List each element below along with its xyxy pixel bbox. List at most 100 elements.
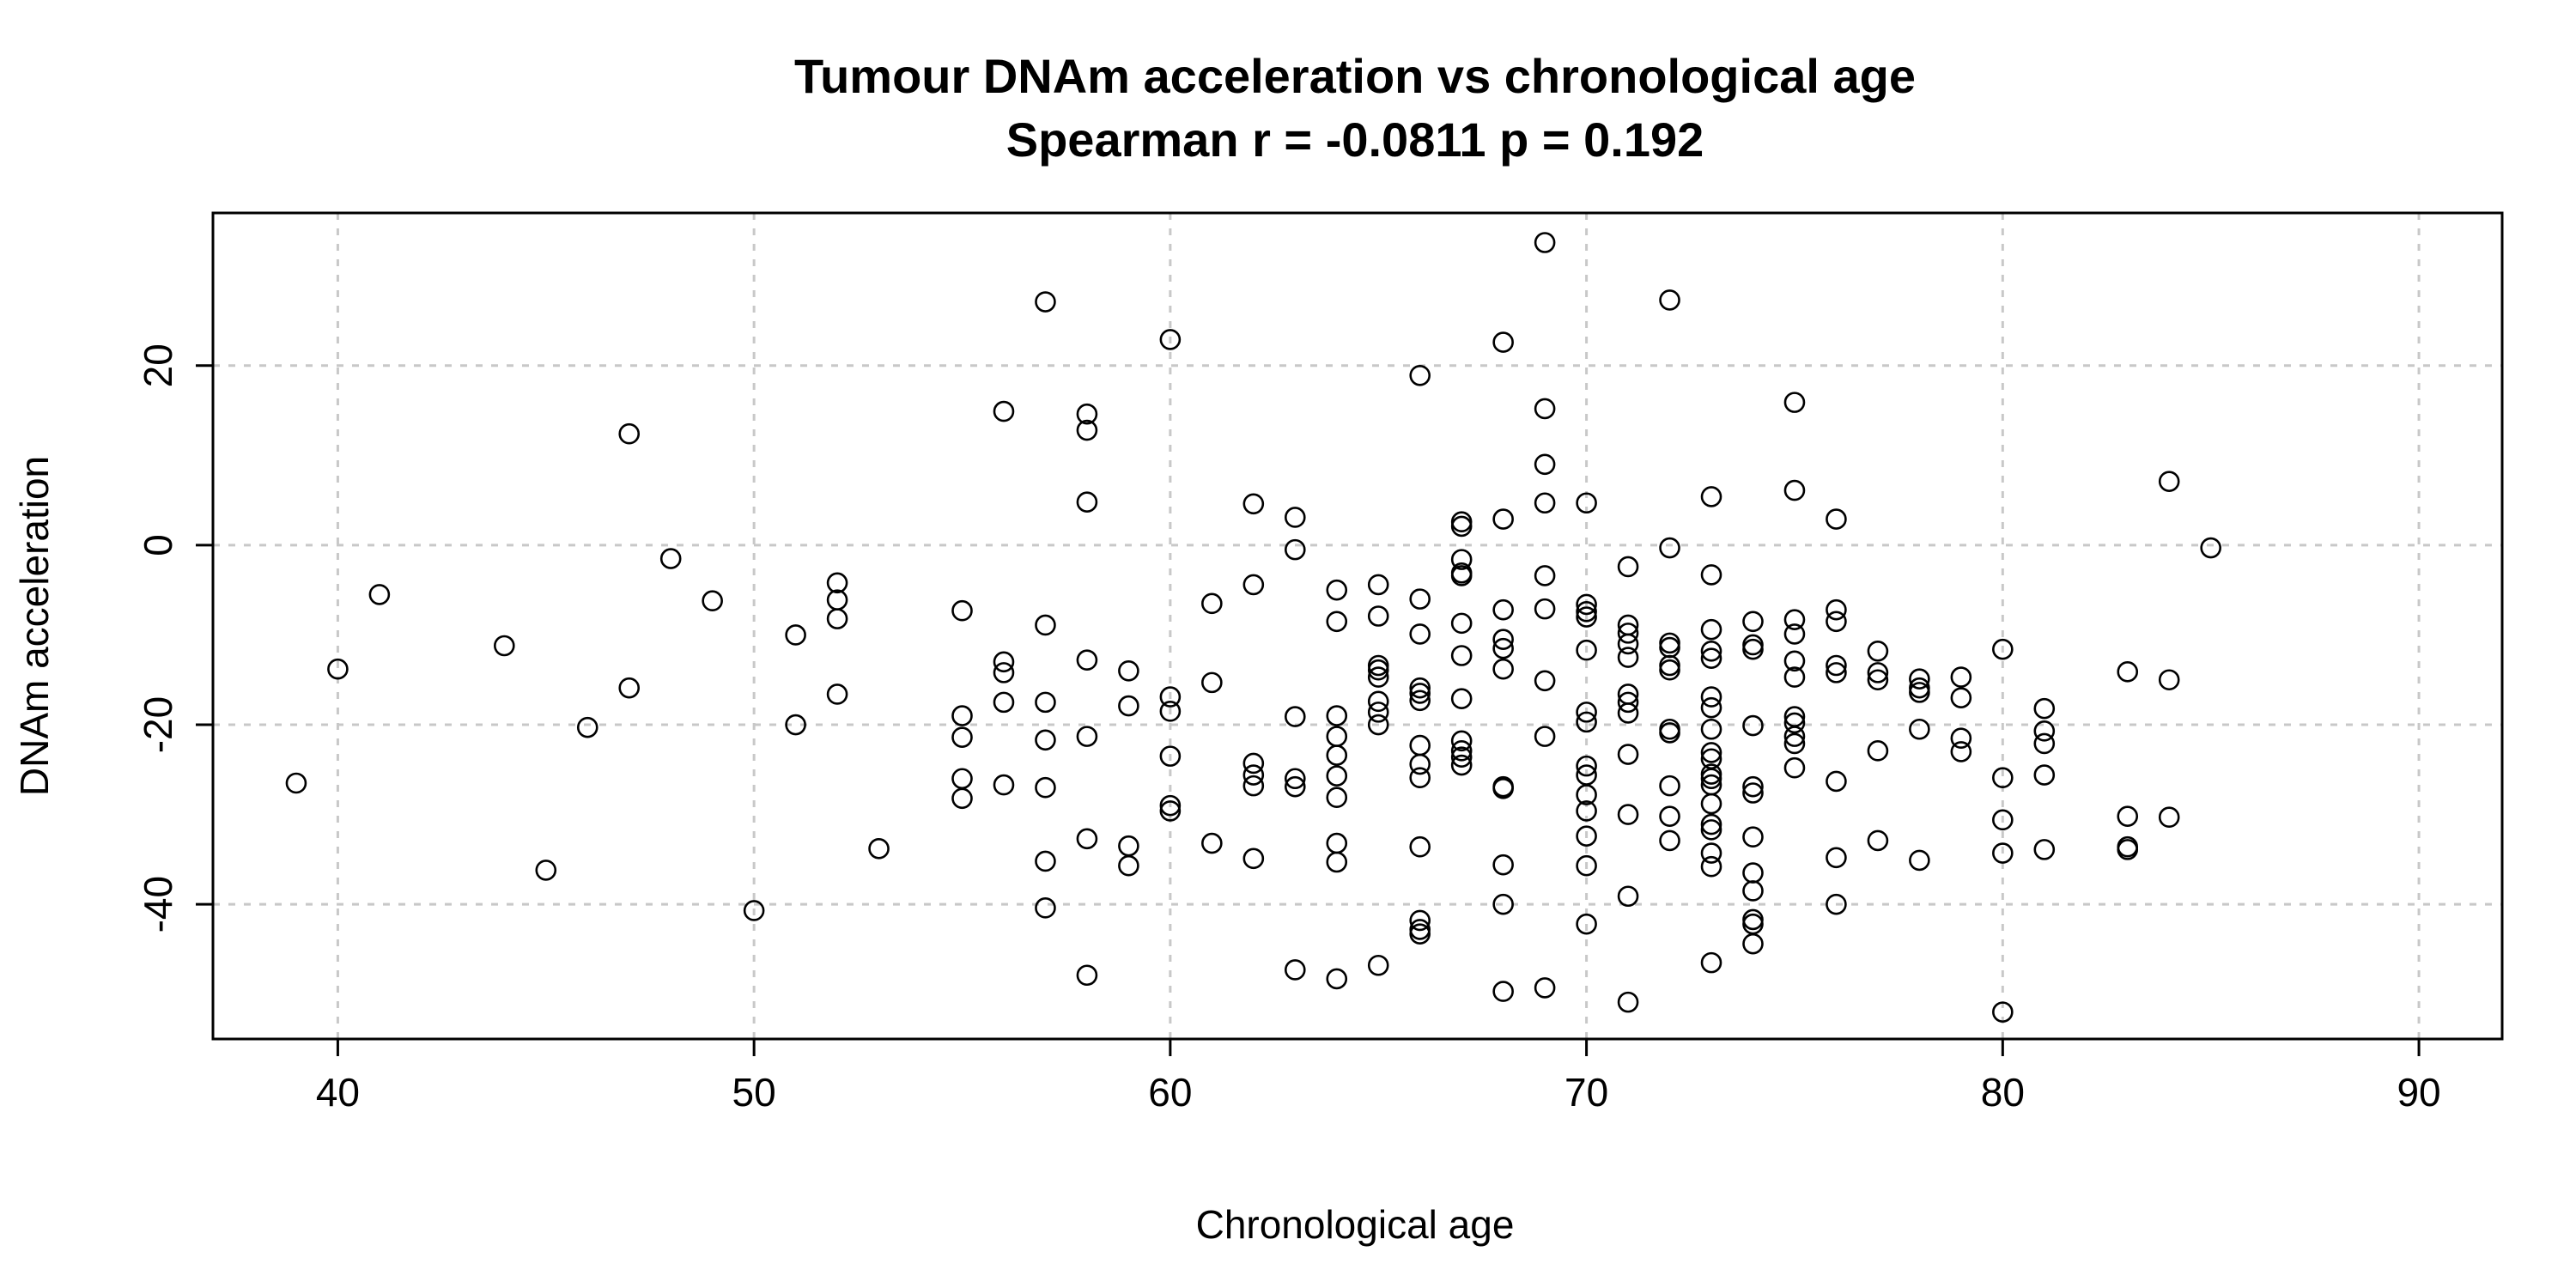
data-point bbox=[1659, 722, 1680, 744]
data-point bbox=[1826, 598, 1847, 621]
data-point bbox=[1534, 977, 1556, 999]
data-point bbox=[1367, 666, 1389, 688]
data-point bbox=[368, 584, 391, 605]
data-point bbox=[1700, 813, 1722, 835]
data-point bbox=[951, 726, 973, 748]
data-point bbox=[1284, 507, 1306, 528]
data-point bbox=[1617, 744, 1639, 765]
data-point bbox=[1326, 744, 1348, 766]
data-point bbox=[1492, 658, 1514, 680]
data-point bbox=[1617, 647, 1639, 668]
data-point bbox=[1742, 880, 1764, 902]
data-point bbox=[1992, 767, 2014, 789]
data-point bbox=[1409, 835, 1431, 858]
data-point bbox=[1450, 688, 1473, 709]
data-point bbox=[618, 677, 641, 699]
data-point bbox=[1617, 885, 1639, 908]
data-point bbox=[2117, 661, 2139, 683]
data-point bbox=[1659, 632, 1680, 654]
plot-frame bbox=[211, 211, 2504, 1041]
data-point bbox=[1700, 618, 1722, 641]
data-point bbox=[1159, 800, 1182, 822]
data-point bbox=[1450, 511, 1473, 533]
data-point bbox=[1742, 638, 1764, 660]
data-point bbox=[1159, 686, 1182, 708]
data-point bbox=[1992, 809, 2014, 831]
data-point bbox=[1450, 754, 1473, 776]
data-point bbox=[1783, 732, 1806, 755]
data-point bbox=[1450, 730, 1473, 752]
data-point bbox=[1576, 593, 1597, 616]
data-point bbox=[1367, 605, 1389, 627]
data-point bbox=[1783, 756, 1806, 779]
data-point bbox=[1576, 913, 1597, 935]
data-point bbox=[285, 772, 307, 794]
x-tick-label: 90 bbox=[2397, 1070, 2440, 1115]
data-point bbox=[2200, 537, 2221, 559]
data-point bbox=[1659, 537, 1680, 559]
data-point bbox=[1700, 768, 1722, 790]
data-point bbox=[1159, 794, 1182, 817]
data-point bbox=[1576, 702, 1597, 723]
data-point bbox=[1826, 654, 1847, 677]
data-point bbox=[1659, 829, 1680, 852]
data-point bbox=[1534, 453, 1556, 476]
data-point bbox=[1450, 645, 1473, 666]
data-point bbox=[1035, 691, 1056, 714]
data-point bbox=[1783, 650, 1806, 672]
data-point bbox=[1118, 695, 1139, 717]
data-point bbox=[1242, 752, 1265, 775]
data-point bbox=[1367, 714, 1389, 736]
data-point bbox=[1409, 753, 1431, 775]
data-point bbox=[951, 787, 973, 810]
data-point bbox=[1242, 574, 1265, 596]
data-point bbox=[1242, 764, 1265, 786]
data-point bbox=[1035, 291, 1056, 313]
data-point bbox=[1659, 636, 1680, 659]
data-point bbox=[1450, 515, 1473, 538]
data-point bbox=[1035, 897, 1056, 919]
y-tick-label: 20 bbox=[136, 343, 180, 387]
data-point bbox=[1326, 705, 1348, 726]
y-tick-label: -40 bbox=[136, 876, 180, 933]
data-point bbox=[1700, 951, 1722, 974]
data-point bbox=[1742, 908, 1764, 931]
data-point bbox=[1242, 775, 1265, 797]
data-point bbox=[1409, 683, 1431, 704]
data-point bbox=[1367, 954, 1389, 976]
data-point bbox=[1076, 964, 1098, 987]
data-point bbox=[1617, 623, 1639, 644]
data-point bbox=[1617, 991, 1639, 1013]
data-point bbox=[1450, 612, 1473, 635]
data-point bbox=[993, 774, 1015, 796]
data-point bbox=[1783, 609, 1806, 630]
data-point bbox=[2033, 764, 2056, 786]
data-point bbox=[1826, 847, 1847, 869]
data-point bbox=[1450, 565, 1473, 586]
data-point bbox=[2158, 806, 2180, 829]
data-point bbox=[1035, 850, 1056, 872]
data-point bbox=[1826, 893, 1847, 915]
data-point bbox=[1909, 668, 1930, 690]
data-point bbox=[1576, 639, 1597, 661]
data-point bbox=[1742, 714, 1764, 737]
data-point bbox=[2117, 839, 2139, 860]
data-point bbox=[1826, 611, 1847, 633]
data-point bbox=[1076, 403, 1098, 425]
data-point bbox=[1867, 640, 1889, 662]
data-point bbox=[1700, 647, 1722, 669]
data-point bbox=[1326, 968, 1348, 990]
data-point bbox=[1659, 289, 1680, 311]
data-point bbox=[1409, 690, 1431, 712]
data-point bbox=[2158, 471, 2180, 492]
data-point bbox=[1700, 640, 1722, 662]
data-point bbox=[1284, 768, 1306, 790]
data-point bbox=[993, 400, 1015, 422]
data-point bbox=[1576, 606, 1597, 628]
data-point bbox=[1367, 574, 1389, 596]
data-point bbox=[1326, 579, 1348, 601]
data-point bbox=[1201, 592, 1223, 615]
data-point bbox=[327, 658, 349, 680]
data-point bbox=[1035, 729, 1056, 751]
data-point bbox=[2117, 805, 2139, 827]
